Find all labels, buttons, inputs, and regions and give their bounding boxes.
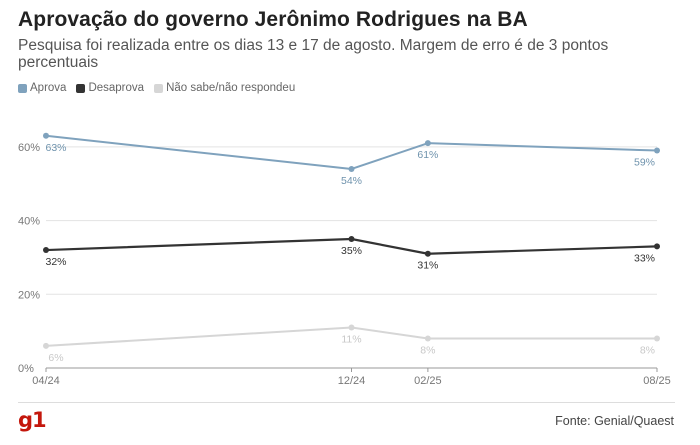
- data-point-desaprova: [654, 243, 660, 250]
- data-label-aprova: 61%: [417, 149, 438, 161]
- legend-label-desaprova: Desaprova: [88, 82, 145, 94]
- data-label-desaprova: 35%: [341, 245, 362, 257]
- source-note: Fonte: Genial/Quaest: [555, 414, 674, 428]
- data-point-nao-sabe: [43, 342, 49, 349]
- y-tick-label: 0%: [18, 363, 34, 375]
- legend-item-desaprova[interactable]: Desaprova: [76, 82, 144, 94]
- data-point-aprova: [424, 140, 431, 147]
- legend-label-nao-sabe: Não sabe/não respondeu: [166, 82, 296, 94]
- legend-item-nao-sabe[interactable]: Não sabe/não respondeu: [154, 82, 295, 94]
- legend-swatch-aprova: [18, 83, 27, 93]
- data-point-nao-sabe: [348, 324, 355, 331]
- y-tick-label: 60%: [18, 142, 40, 154]
- data-point-desaprova: [424, 250, 431, 257]
- data-point-nao-sabe: [424, 335, 431, 342]
- x-tick-label: 04/24: [32, 375, 60, 387]
- legend-swatch-desaprova: [76, 83, 86, 93]
- data-label-nao-sabe: 6%: [48, 352, 63, 364]
- data-point-nao-sabe: [654, 335, 660, 342]
- footer-divider: [18, 402, 675, 403]
- legend-label-aprova: Aprova: [30, 82, 67, 94]
- data-label-nao-sabe: 11%: [341, 333, 361, 345]
- data-point-aprova: [43, 132, 49, 139]
- g1-logo[interactable]: g1: [18, 408, 47, 432]
- y-tick-label: 20%: [18, 289, 40, 301]
- data-point-aprova: [348, 165, 355, 172]
- y-tick-label: 40%: [18, 216, 40, 228]
- data-label-aprova: 54%: [341, 175, 362, 187]
- legend: Aprova Desaprova Não sabe/não respondeu: [18, 82, 295, 94]
- legend-swatch-nao-sabe: [154, 83, 164, 93]
- chart-title: Aprovação do governo Jerônimo Rodrigues …: [18, 8, 528, 31]
- legend-item-aprova[interactable]: Aprova: [18, 82, 66, 94]
- series-line-nao-sabe: [45, 326, 657, 347]
- data-label-nao-sabe: 8%: [420, 345, 435, 357]
- x-tick-label: 02/25: [414, 375, 442, 387]
- data-point-desaprova: [43, 247, 49, 254]
- data-point-aprova: [654, 147, 660, 154]
- chart-subtitle: Pesquisa foi realizada entre os dias 13 …: [18, 37, 609, 71]
- series-line-aprova: [45, 134, 658, 170]
- data-label-aprova: 59%: [634, 157, 655, 169]
- data-point-desaprova: [348, 236, 355, 242]
- data-label-desaprova: 31%: [417, 260, 438, 272]
- data-label-desaprova: 33%: [634, 252, 655, 264]
- data-label-desaprova: 32%: [45, 256, 66, 268]
- data-label-nao-sabe: 8%: [640, 345, 655, 357]
- series-line-desaprova: [45, 237, 658, 255]
- x-tick-label: 12/24: [338, 375, 366, 387]
- data-label-aprova: 63%: [45, 142, 66, 154]
- x-tick-label: 08/25: [643, 375, 671, 387]
